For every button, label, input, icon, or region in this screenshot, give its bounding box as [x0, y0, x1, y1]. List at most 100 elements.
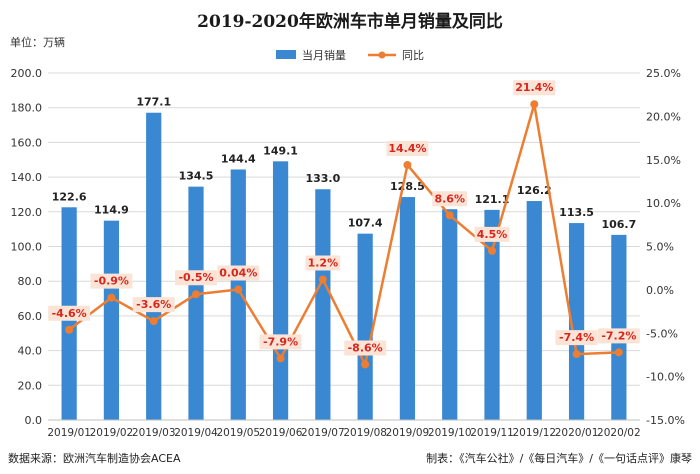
y-left-tick-label: 60.0 — [18, 310, 43, 323]
yoy-label: -0.5% — [178, 271, 213, 284]
yoy-label: -7.9% — [263, 335, 298, 348]
sales-bar — [188, 186, 204, 420]
x-tick-label: 2019/05 — [216, 427, 260, 439]
sales-bar — [484, 209, 500, 420]
y-left-tick-label: 180.0 — [11, 102, 43, 115]
yoy-label: 0.04% — [219, 267, 257, 280]
x-tick-label: 2019/02 — [90, 427, 134, 439]
y-left-tick-label: 20.0 — [18, 379, 43, 392]
sales-bar-label: 177.1 — [136, 96, 171, 109]
yoy-label-background — [474, 226, 510, 242]
yoy-label: -0.9% — [94, 275, 129, 288]
sales-bar-label: 107.4 — [348, 217, 383, 230]
sales-bar — [315, 189, 331, 420]
yoy-label: -7.4% — [559, 331, 594, 344]
yoy-label-background — [132, 297, 175, 313]
x-axis: 2019/012019/022019/032019/042019/052019/… — [47, 419, 641, 439]
yoy-label-background — [344, 340, 387, 356]
yoy-label-background — [597, 328, 640, 344]
sales-bar-label: 149.1 — [263, 144, 298, 157]
yoy-labels: -4.6% -0.9% -3.6% -0.5% 0.04% -7.9% 1.2% -8.6% 1… — [48, 80, 640, 356]
sales-bar-label: 106.7 — [601, 218, 636, 231]
sales-bar — [146, 112, 162, 420]
y-right-tick-label: 10.0% — [646, 197, 681, 210]
sales-bar-label: 121.1 — [475, 193, 510, 206]
yoy-label-background — [305, 255, 341, 271]
yoy-marker — [572, 350, 581, 359]
chart-title: 2019-2020年欧洲车市单月销量及同比 — [197, 11, 503, 32]
y-left-tick-label: 160.0 — [11, 136, 43, 149]
sales-bar-label: 113.5 — [559, 206, 594, 219]
yoy-label: 1.2% — [308, 256, 339, 269]
x-tick-label: 2019/10 — [428, 427, 472, 439]
sales-bar — [568, 223, 585, 420]
sales-bar — [526, 201, 542, 420]
yoy-label: 14.4% — [388, 142, 426, 155]
yoy-label: -4.6% — [52, 307, 87, 320]
yoy-marker — [318, 275, 327, 284]
y-right-tick-label: 0.0% — [646, 284, 674, 297]
yoy-label-background — [432, 191, 468, 207]
yoy-marker — [445, 211, 454, 220]
yoy-line-series — [65, 100, 623, 369]
yoy-label-background — [555, 330, 598, 346]
y-left-tick-label: 80.0 — [18, 275, 43, 288]
yoy-marker — [488, 246, 496, 255]
y-left-tick-label: 100.0 — [11, 241, 43, 254]
yoy-marker — [403, 160, 412, 169]
x-tick-label: 2019/01 — [47, 427, 91, 439]
y-left-tick-label: 140.0 — [11, 171, 43, 184]
y-right-tick-label: -10.0% — [646, 371, 685, 384]
sales-bar — [230, 169, 246, 420]
y-right-tick-label: 25.0% — [646, 67, 681, 80]
yoy-label: -3.6% — [136, 298, 171, 311]
y-left-tick-label: 40.0 — [18, 345, 43, 358]
legend-swatch-yoy-marker — [378, 51, 386, 59]
yoy-marker — [149, 317, 158, 326]
sales-bar-label: 134.5 — [179, 170, 214, 183]
yoy-label: -8.6% — [348, 341, 383, 354]
y-left-tick-label: 200.0 — [11, 67, 43, 80]
sales-bar-labels: 122.6 114.9 177.1 134.5 144.4 149.1 133.0 107.4… — [52, 96, 637, 231]
unit-label: 单位：万辆 — [10, 35, 65, 49]
x-tick-label: 2020/01 — [555, 427, 599, 439]
x-tick-label: 2019/08 — [343, 427, 387, 439]
y-left-tick-label: 0.0 — [25, 414, 43, 427]
sales-bar — [399, 197, 416, 420]
yoy-label-background — [217, 265, 260, 281]
legend-swatch-sales — [276, 50, 296, 59]
sales-bar-label: 144.4 — [221, 152, 256, 165]
x-tick-label: 2019/12 — [512, 427, 556, 439]
y-left-tick-label: 120.0 — [11, 206, 43, 219]
legend-label-sales: 当月销量 — [302, 48, 346, 62]
legend-label-yoy: 同比 — [402, 49, 424, 62]
x-tick-label: 2019/07 — [301, 427, 345, 439]
x-tick-label: 2019/04 — [174, 427, 218, 439]
y-right-tick-label: -5.0% — [646, 327, 678, 340]
yoy-marker — [234, 285, 243, 294]
yoy-marker — [361, 360, 370, 369]
y-right-tick-label: -15.0% — [646, 414, 685, 427]
yoy-label-background — [48, 305, 91, 321]
y-right-tick-label: 5.0% — [646, 241, 674, 254]
sales-bar-label: 114.9 — [94, 204, 129, 217]
yoy-label: 21.4% — [515, 81, 553, 94]
x-tick-label: 2019/11 — [470, 427, 514, 439]
credit-note: 制表：《汽车公社》/《每日汽车》/《一句话点评》康琴 — [426, 451, 692, 465]
gridlines — [48, 72, 640, 421]
sales-bar — [611, 234, 627, 420]
sales-bar-label: 128.5 — [390, 180, 425, 193]
sales-bar-label: 126.2 — [517, 184, 552, 197]
y-axis-right: -15.0% -10.0% -5.0% 0.0% 5.0% 10.0% 15.0% 20.0%… — [646, 67, 685, 427]
x-tick-label: 2019/09 — [386, 427, 430, 439]
x-tick-label: 2019/06 — [259, 427, 303, 439]
yoy-marker — [614, 348, 623, 357]
sales-bar — [442, 209, 458, 420]
legend: 当月销量 同比 — [276, 48, 424, 62]
y-right-tick-label: 15.0% — [646, 154, 681, 167]
sales-bar-label: 133.0 — [305, 172, 340, 185]
yoy-label-background — [175, 270, 217, 286]
yoy-label: 8.6% — [434, 192, 465, 205]
